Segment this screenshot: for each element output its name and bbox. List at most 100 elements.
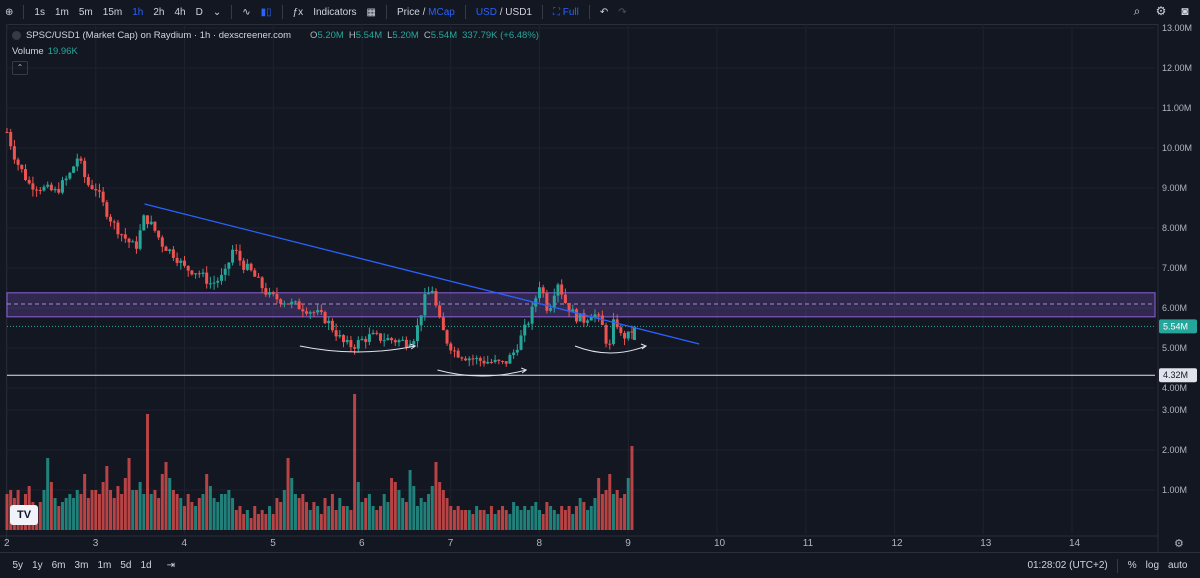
candle-body <box>142 215 146 231</box>
volume-bar <box>604 490 608 530</box>
candle-body <box>282 303 286 305</box>
full-toggle[interactable]: ⛶ Full <box>548 7 584 18</box>
interval-1s[interactable]: 1s <box>34 6 45 18</box>
resistance-zone[interactable] <box>6 292 1156 318</box>
indicators-button[interactable]: Indicators <box>313 6 357 18</box>
candle-body <box>208 283 212 285</box>
log-toggle[interactable]: log <box>1145 560 1160 571</box>
time-tick-label: 2 <box>4 538 10 549</box>
auto-toggle[interactable]: auto <box>1168 560 1188 571</box>
range-3m[interactable]: 3m <box>74 560 89 571</box>
candle-body <box>134 241 138 249</box>
volume-bar <box>256 514 260 530</box>
volume-bar <box>438 482 442 530</box>
volume-bar <box>323 498 327 530</box>
volume-tick-label: 3.00M <box>1162 405 1187 415</box>
candle-body <box>157 230 161 238</box>
range-5y[interactable]: 5y <box>12 560 24 571</box>
volume-bar <box>419 498 423 530</box>
candle-body <box>589 317 593 321</box>
clock-time[interactable]: 01:28:02 (UTC+2) <box>1027 560 1108 571</box>
cup-arrow-2[interactable] <box>437 369 527 377</box>
candle-body <box>604 325 608 344</box>
interval-1m[interactable]: 1m <box>54 6 69 18</box>
add-symbol-icon[interactable]: ⊕ <box>5 6 14 18</box>
volume-bar <box>219 494 223 530</box>
volume-bar <box>449 506 453 530</box>
tradingview-logo[interactable]: TV <box>10 505 38 525</box>
range-1y[interactable]: 1y <box>32 560 43 571</box>
volume-bar <box>460 510 464 530</box>
price-axis[interactable] <box>1158 24 1200 550</box>
interval-15m[interactable]: 15m <box>102 6 123 18</box>
candle-body <box>5 132 9 133</box>
interval-4h[interactable]: 4h <box>174 6 186 18</box>
candle-body <box>541 287 545 294</box>
interval-D[interactable]: D <box>195 6 203 18</box>
volume-bar <box>582 502 586 530</box>
candle-body <box>600 315 604 326</box>
candle-body <box>153 221 157 231</box>
right-tools: ⌕ ⚙ ◙ <box>1130 4 1192 18</box>
cup-arrow-1[interactable] <box>299 345 416 353</box>
range-6m[interactable]: 6m <box>51 560 66 571</box>
candle-body <box>438 305 442 318</box>
interval-1h[interactable]: 1h <box>132 6 144 18</box>
candle-body <box>201 272 205 274</box>
date-range-icon[interactable]: ⇥ <box>166 560 175 571</box>
volume-bar <box>275 498 279 530</box>
chevron-down-icon[interactable]: ⌄ <box>212 6 222 18</box>
layouts-icon[interactable]: ▦ <box>366 6 376 18</box>
volume-bar <box>486 514 490 530</box>
last-price-badge <box>1159 319 1197 334</box>
volume-bar <box>308 510 312 530</box>
price-toggle[interactable]: Price / MCap <box>397 6 455 18</box>
candle-body <box>593 314 597 318</box>
candle-body <box>290 301 294 305</box>
volume-bar <box>571 514 575 530</box>
candle-body <box>508 355 512 364</box>
volume-bar <box>46 458 50 530</box>
candle-body <box>574 309 578 322</box>
candle-body <box>20 164 24 170</box>
volume-bar <box>401 498 405 530</box>
candle-body <box>16 159 20 165</box>
range-5d[interactable]: 5d <box>120 560 132 571</box>
price-tick-label: 13.00M <box>1162 24 1192 33</box>
cup-arrow-3[interactable] <box>574 345 647 354</box>
price-chart[interactable]: 13.00M 12.00M 11.00M 10.00M 9.00M 8.00M 7.00M 6… <box>0 24 1200 552</box>
trendline[interactable] <box>144 203 700 345</box>
candle-body <box>57 189 61 193</box>
collapse-legend-button[interactable]: ⌃ <box>12 61 28 75</box>
symbol-icon <box>12 31 21 40</box>
candle-body <box>445 330 449 344</box>
undo-icon[interactable]: ↶ <box>599 6 609 18</box>
indicators-icon[interactable]: ƒx <box>292 6 304 18</box>
search-icon[interactable]: ⌕ <box>1133 4 1141 18</box>
candles-icon[interactable]: ▮▯ <box>260 6 272 18</box>
range-1d[interactable]: 1d <box>140 560 152 571</box>
currency-toggle[interactable]: USD / USD1 <box>475 6 532 18</box>
interval-5m[interactable]: 5m <box>78 6 93 18</box>
interval-2h[interactable]: 2h <box>153 6 165 18</box>
candle-body <box>97 190 101 192</box>
volume-bar <box>353 394 357 530</box>
gear-icon[interactable]: ⚙ <box>1155 4 1167 18</box>
candle-body <box>482 360 486 364</box>
candle-body <box>27 179 31 184</box>
candle-body <box>378 333 382 341</box>
change-value: 337.79K (+6.48%) <box>462 30 539 41</box>
time-tick-label: 12 <box>892 538 904 549</box>
low-value: 5.20M <box>392 30 419 41</box>
percent-toggle[interactable]: % <box>1127 560 1137 571</box>
candle-body <box>186 265 190 271</box>
redo-icon[interactable]: ↷ <box>618 6 627 18</box>
range-1m[interactable]: 1m <box>97 560 112 571</box>
candle-body <box>275 294 279 300</box>
line-chart-icon[interactable]: ∿ <box>242 6 251 18</box>
camera-icon[interactable]: ◙ <box>1181 4 1189 18</box>
price-tick-label: 8.00M <box>1162 223 1187 233</box>
candle-body <box>212 282 216 284</box>
volume-bar <box>371 506 375 530</box>
volume-bar <box>179 498 183 530</box>
